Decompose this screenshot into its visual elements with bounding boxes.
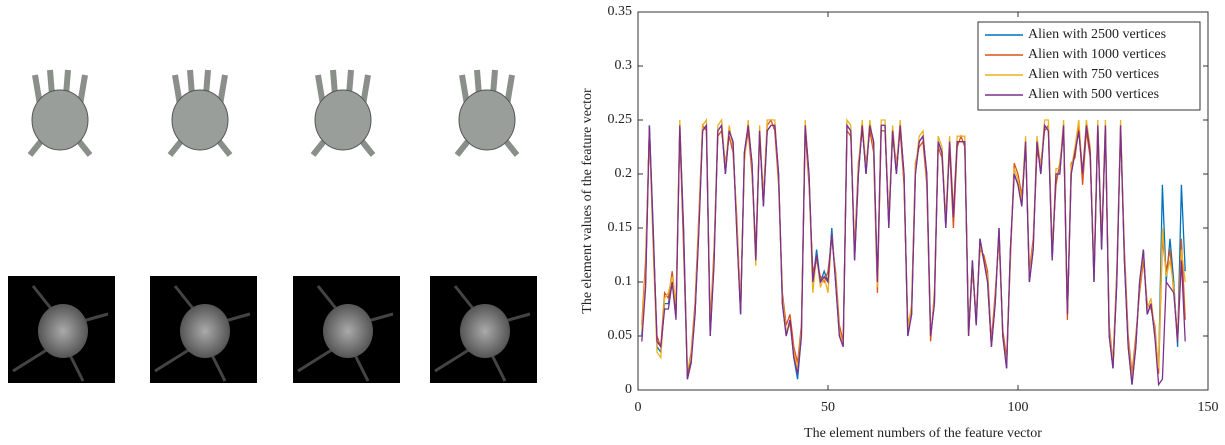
alien-render (454, 69, 520, 157)
legend-label: Alien with 500 vertices (1028, 87, 1159, 102)
y-tick-label: 0.25 (608, 112, 633, 127)
depth-image (8, 276, 115, 383)
legend-label: Alien with 2500 vertices (1028, 27, 1166, 42)
x-tick-label: 150 (1198, 400, 1219, 415)
legend-label: Alien with 1000 vertices (1028, 47, 1166, 62)
alien-renders (27, 69, 520, 157)
y-tick-label: 0.1 (615, 274, 633, 289)
depth-image (430, 276, 537, 383)
depth-images (8, 276, 537, 383)
x-axis-label: The element numbers of the feature vecto… (804, 426, 1042, 441)
y-axis-label: The element values of the feature vector (580, 88, 595, 314)
depth-image (293, 276, 400, 383)
alien-render (27, 69, 93, 157)
y-tick-label: 0 (625, 382, 632, 397)
alien-render (167, 69, 233, 157)
depth-image (150, 276, 257, 383)
y-tick-label: 0.35 (608, 4, 633, 19)
x-tick-label: 100 (1008, 400, 1029, 415)
line-chart: The element numbers of the feature vecto… (580, 4, 1218, 441)
legend-label: Alien with 750 vertices (1028, 67, 1159, 82)
y-tick-label: 0.3 (615, 58, 633, 73)
plot-frame (637, 11, 1209, 391)
x-tick-label: 0 (635, 400, 642, 415)
alien-render (310, 69, 376, 157)
y-tick-label: 0.15 (608, 220, 633, 235)
y-tick-label: 0.05 (608, 328, 633, 343)
x-tick-label: 50 (821, 400, 835, 415)
y-tick-label: 0.2 (615, 166, 633, 181)
series-line (641, 123, 1186, 387)
